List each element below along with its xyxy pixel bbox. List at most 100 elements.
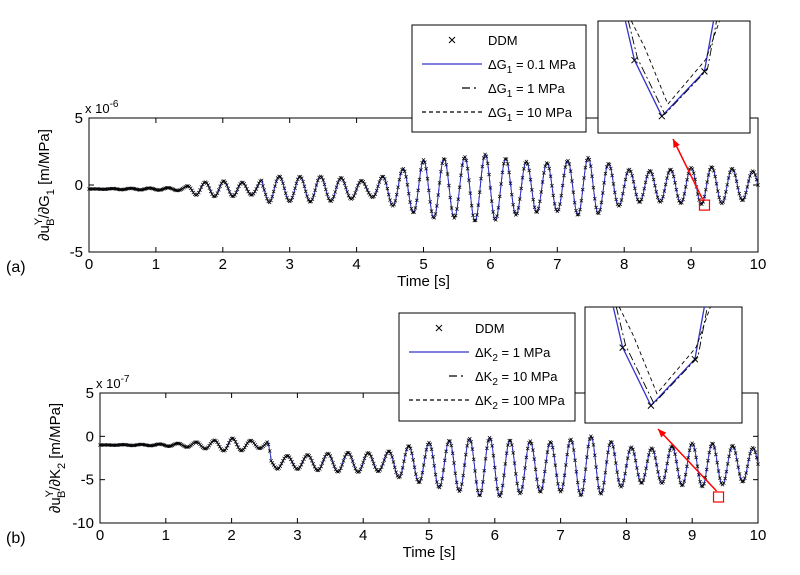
ddm-marker xyxy=(418,168,423,172)
ddm-marker xyxy=(417,480,422,484)
ddm-marker xyxy=(416,188,420,193)
ddm-marker xyxy=(698,479,702,484)
ddm-marker xyxy=(452,461,456,465)
ddm-marker xyxy=(313,188,317,193)
ddm-marker xyxy=(321,457,326,462)
ddm-marker xyxy=(346,193,351,198)
ddm-marker xyxy=(291,191,296,196)
ddm-marker xyxy=(267,200,272,205)
ddm-marker xyxy=(331,460,335,465)
ddm-marker xyxy=(455,207,459,211)
ddm-marker xyxy=(717,476,722,480)
ddm-marker xyxy=(507,170,511,175)
ddm-marker xyxy=(488,186,493,190)
ddm-marker xyxy=(436,193,441,197)
ddm-marker xyxy=(311,461,316,466)
ddm-marker xyxy=(495,486,500,491)
ddm-marker xyxy=(348,452,352,457)
ddm-marker xyxy=(591,185,596,190)
ddm-marker xyxy=(453,213,458,218)
ddm-marker xyxy=(570,179,574,183)
ddm-marker xyxy=(717,195,722,200)
ddm-marker xyxy=(714,181,719,186)
ddm-marker xyxy=(453,471,458,476)
ddm-marker xyxy=(388,198,392,202)
ddm-marker xyxy=(400,465,405,470)
ddm-marker xyxy=(357,469,362,474)
ddm-marker xyxy=(460,163,465,168)
ddm-marker xyxy=(184,184,189,188)
ddm-marker xyxy=(558,202,562,206)
ddm-marker xyxy=(358,179,363,183)
ddm-marker xyxy=(489,199,494,203)
y-tick-label: 5 xyxy=(75,110,83,127)
ddm-marker xyxy=(234,190,239,195)
ddm-marker xyxy=(667,448,672,453)
ddm-marker xyxy=(267,449,272,453)
ddm-marker xyxy=(361,179,366,184)
ddm-marker xyxy=(323,187,328,192)
ddm-marker xyxy=(447,183,451,188)
ddm-marker xyxy=(753,173,758,177)
ddm-marker xyxy=(682,479,687,483)
ddm-marker xyxy=(576,212,581,217)
ddm-marker xyxy=(745,464,750,469)
ddm-marker xyxy=(608,166,613,171)
ddm-marker xyxy=(461,473,466,478)
ddm-marker xyxy=(345,450,350,455)
ddm-marker xyxy=(175,188,180,193)
inset-zoom xyxy=(584,306,743,424)
ddm-marker xyxy=(579,198,584,203)
ddm-marker xyxy=(554,473,559,478)
ddm-marker xyxy=(540,486,545,490)
ddm-marker xyxy=(654,190,659,194)
ddm-marker xyxy=(728,170,732,175)
ddm-marker xyxy=(748,451,752,456)
ddm-marker xyxy=(429,447,434,452)
y-axis-label-text: ∂uYB/∂G1 [m/MPa] xyxy=(33,129,57,241)
ddm-marker xyxy=(683,185,688,189)
ddm-marker xyxy=(123,187,127,192)
ddm-marker xyxy=(687,448,692,453)
ddm-marker xyxy=(486,438,491,443)
ddm-marker xyxy=(483,152,487,157)
ddm-marker xyxy=(408,446,413,451)
ddm-marker xyxy=(332,194,336,199)
ddm-marker xyxy=(398,474,402,479)
ddm-marker xyxy=(736,185,740,190)
ddm-marker xyxy=(515,481,520,486)
ddm-marker xyxy=(506,443,510,447)
ddm-marker xyxy=(530,188,534,192)
ddm-marker xyxy=(194,440,198,444)
ddm-marker xyxy=(421,158,426,162)
x-tick-label: 5 xyxy=(419,256,427,273)
x-tick-label: 9 xyxy=(687,256,695,273)
ddm-marker xyxy=(654,463,659,467)
ddm-marker xyxy=(285,195,289,200)
ddm-marker xyxy=(535,210,540,214)
ddm-marker xyxy=(215,440,219,445)
y-tick-label: 0 xyxy=(86,428,94,445)
ddm-marker xyxy=(528,177,533,182)
ddm-marker xyxy=(644,466,648,471)
ddm-marker xyxy=(665,176,669,180)
ddm-marker xyxy=(271,189,276,194)
ddm-marker xyxy=(432,463,437,468)
ddm-marker xyxy=(704,467,709,472)
ddm-marker xyxy=(442,458,447,463)
ddm-marker xyxy=(459,173,463,178)
ddm-marker xyxy=(520,485,525,489)
ddm-marker xyxy=(485,446,489,451)
ddm-marker xyxy=(375,469,380,474)
ddm-marker xyxy=(675,467,680,472)
ddm-marker xyxy=(622,184,627,189)
ddm-marker xyxy=(470,447,475,451)
ddm-marker xyxy=(188,186,193,191)
ddm-marker xyxy=(417,177,422,182)
ddm-marker xyxy=(425,176,430,181)
ddm-marker xyxy=(365,188,370,192)
ddm-marker xyxy=(573,458,577,463)
ddm-marker xyxy=(131,186,136,191)
ddm-marker xyxy=(295,177,300,182)
ddm-marker xyxy=(353,190,358,195)
